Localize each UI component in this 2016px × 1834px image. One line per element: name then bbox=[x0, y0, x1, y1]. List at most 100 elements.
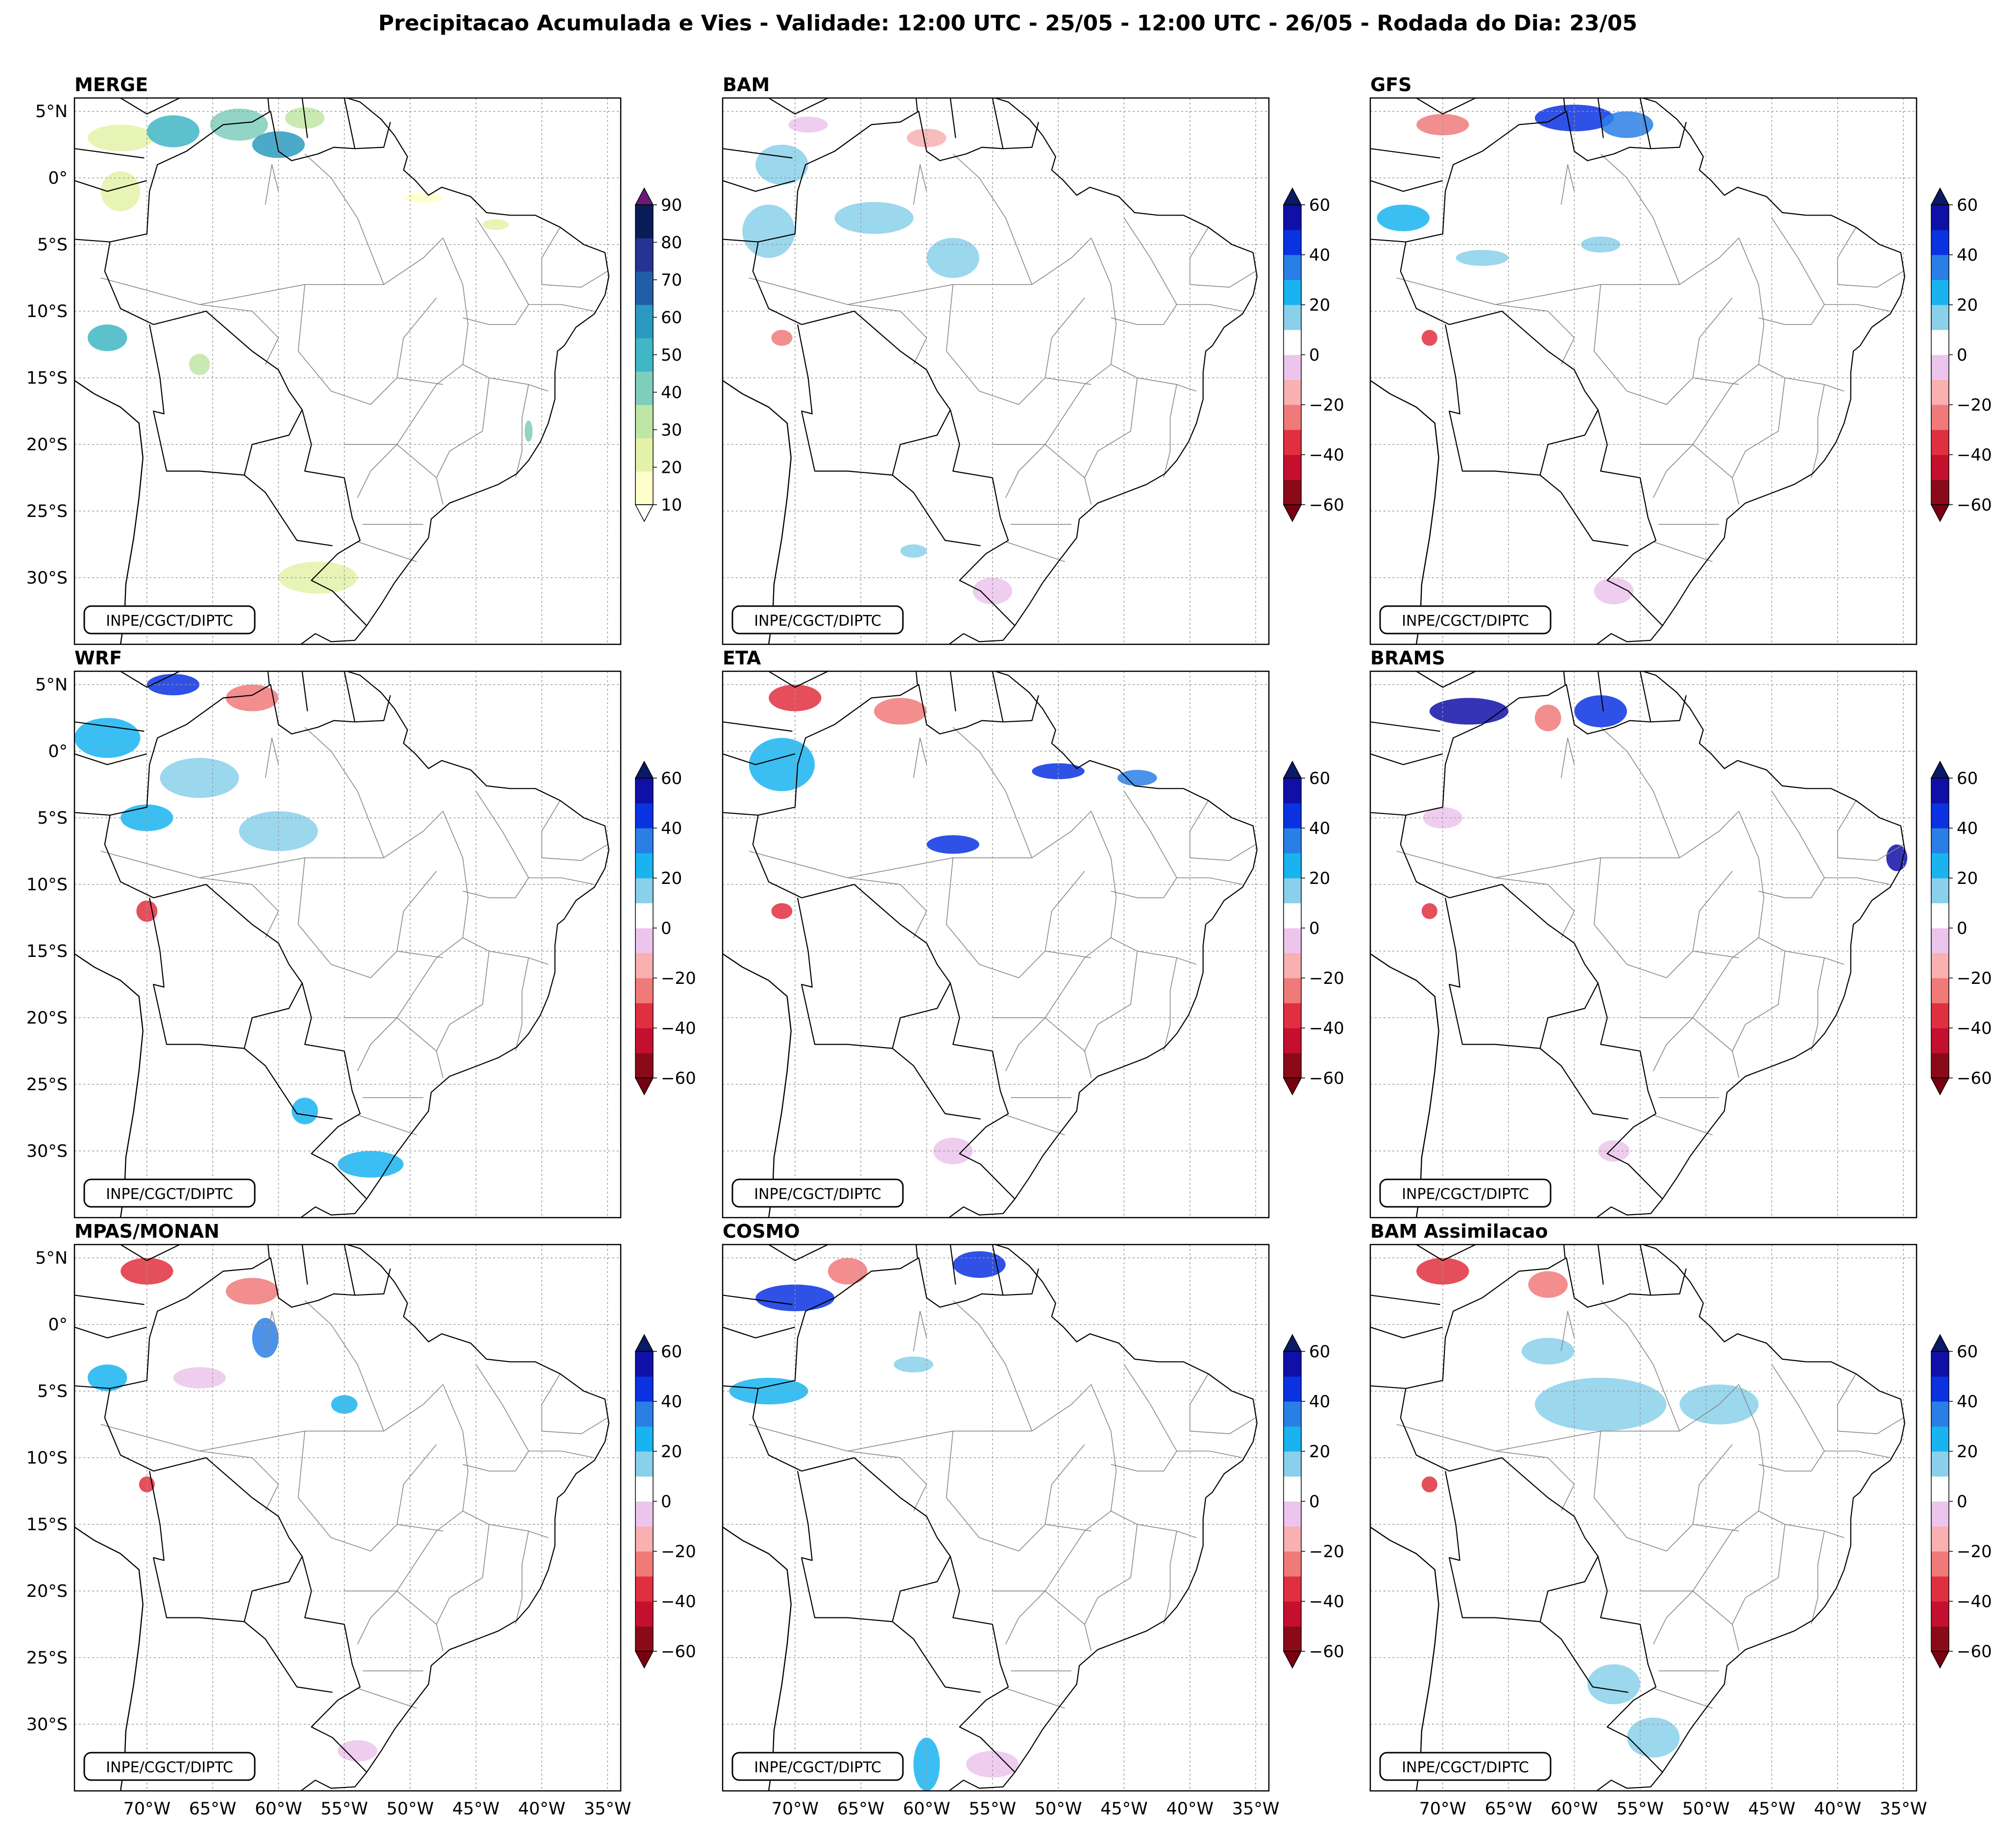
colorbar-tick-label: 20 bbox=[1309, 295, 1330, 315]
country-border bbox=[1370, 148, 1440, 159]
state-border bbox=[1111, 1511, 1197, 1539]
state-border bbox=[357, 541, 417, 562]
colorbar-segment bbox=[1931, 1028, 1949, 1053]
country-border bbox=[1400, 1257, 1687, 1472]
map-background bbox=[1370, 1245, 1917, 1791]
country-border bbox=[1416, 98, 1476, 115]
lon-tick-label: 50°W bbox=[1682, 1799, 1730, 1819]
state-border bbox=[1652, 238, 1765, 498]
precip-cell bbox=[226, 1278, 279, 1305]
state-border bbox=[1593, 857, 1733, 978]
colorbar-extend-max bbox=[634, 187, 654, 205]
colorbar-tick-label: 0 bbox=[661, 1492, 672, 1512]
colorbar-segment bbox=[1284, 778, 1301, 804]
colorbar-tick-label: 20 bbox=[1957, 869, 1978, 888]
state-border bbox=[1593, 1431, 1733, 1552]
precip-field bbox=[74, 674, 404, 1178]
state-border bbox=[462, 1511, 549, 1539]
colorbar-segment bbox=[1931, 380, 1949, 405]
colorbar-extend-min bbox=[1283, 504, 1302, 522]
colorbar-extend-min bbox=[1283, 1077, 1302, 1096]
colorbar-tick-label: 20 bbox=[661, 869, 682, 888]
colorbar-segment bbox=[1284, 903, 1301, 929]
colorbar: 60 40 20 0 −20 −40 −60 bbox=[1930, 1334, 1992, 1669]
state-border bbox=[541, 227, 608, 288]
state-border bbox=[357, 811, 469, 1072]
colorbar-tick-label: −60 bbox=[1957, 495, 1992, 515]
colorbar-segment bbox=[1931, 405, 1949, 430]
state-border bbox=[946, 857, 1085, 978]
state-border bbox=[1045, 1524, 1092, 1532]
precip-cell bbox=[1032, 763, 1085, 780]
colorbar-extend-max bbox=[1930, 187, 1950, 205]
precip-cell bbox=[291, 1098, 318, 1125]
colorbar-segment bbox=[635, 371, 653, 405]
colorbar-segment bbox=[635, 1576, 653, 1602]
country-border bbox=[153, 311, 367, 626]
state-border bbox=[992, 1017, 1085, 1051]
colorbar-segment bbox=[1931, 455, 1949, 480]
colorbar-tick-label: −40 bbox=[1957, 1592, 1992, 1612]
precip-cell bbox=[874, 698, 927, 725]
state-border bbox=[436, 378, 490, 505]
precip-cell bbox=[87, 1364, 127, 1392]
state-border bbox=[952, 727, 1033, 858]
panel-title: BRAMS bbox=[1370, 647, 1445, 669]
panel-title: BAM bbox=[723, 74, 770, 96]
state-border bbox=[1560, 737, 1575, 778]
state-border bbox=[1111, 1451, 1177, 1472]
colorbar-tick-label: 90 bbox=[661, 196, 682, 215]
precip-cell bbox=[210, 108, 268, 141]
state-border bbox=[1005, 811, 1117, 1072]
country-border bbox=[992, 1245, 1004, 1296]
colorbar-segment bbox=[635, 1551, 653, 1577]
precip-cell bbox=[226, 685, 279, 711]
panel-cosmo: COSMO INPE/CGCT/DIPTC 70°W 65°W 60°W 55°W 50°W… bbox=[722, 1221, 1344, 1819]
coastline-pacific bbox=[74, 1526, 144, 1791]
state-border bbox=[1837, 227, 1904, 288]
panel-mpas: MPAS/MONAN INPE/CGCT/DIPTC 5°N 0° 5°S 10°S 15°… bbox=[26, 1221, 696, 1819]
precip-cell bbox=[749, 738, 815, 791]
credit-box: INPE/CGCT/DIPTC bbox=[731, 1178, 904, 1208]
map-background bbox=[723, 1245, 1269, 1791]
country-border bbox=[343, 1245, 356, 1296]
country-border bbox=[768, 1245, 828, 1261]
credit-text: INPE/CGCT/DIPTC bbox=[1402, 1759, 1529, 1776]
precip-cell bbox=[524, 420, 533, 442]
country-border bbox=[243, 1621, 333, 1693]
country-border bbox=[74, 239, 110, 243]
coastline-pacific bbox=[723, 380, 792, 644]
precip-cell bbox=[338, 1740, 377, 1762]
colorbar-extend-min bbox=[1930, 1651, 1950, 1669]
colorbar-tick-label: 40 bbox=[661, 383, 682, 403]
state-border bbox=[357, 1687, 417, 1709]
colorbar-tick-label: 60 bbox=[1309, 196, 1330, 215]
colorbar-segment bbox=[1931, 230, 1949, 255]
colorbar-segment bbox=[1931, 280, 1949, 305]
gridlines bbox=[723, 98, 1269, 644]
colorbar-segment bbox=[1931, 1451, 1949, 1477]
colorbar-segment bbox=[1284, 1551, 1301, 1577]
colorbar-segment bbox=[1931, 853, 1949, 879]
colorbar-segment bbox=[1931, 778, 1949, 804]
precip-cell bbox=[189, 354, 210, 375]
lat-tick-label: 0° bbox=[48, 742, 68, 761]
country-border bbox=[149, 1471, 303, 1622]
colorbar-tick-label: 0 bbox=[1957, 919, 1967, 938]
precip-field bbox=[749, 685, 1157, 1165]
colorbar-segment bbox=[1931, 1476, 1949, 1502]
state-border bbox=[1190, 227, 1256, 288]
precip-cell bbox=[1574, 695, 1627, 728]
state-border bbox=[848, 304, 927, 365]
precip-cell bbox=[742, 204, 795, 258]
colorbar-segment bbox=[1931, 1376, 1949, 1402]
state-border bbox=[199, 1450, 279, 1512]
country-border bbox=[949, 1245, 956, 1285]
state-border bbox=[913, 737, 927, 778]
colorbar-segment bbox=[635, 953, 653, 978]
lat-tick-label: 10°S bbox=[26, 302, 68, 321]
lat-tick-label: 0° bbox=[48, 1315, 68, 1335]
colorbar-segment bbox=[1284, 1476, 1301, 1502]
precip-cell bbox=[87, 124, 154, 151]
colorbar-segment bbox=[635, 1003, 653, 1028]
